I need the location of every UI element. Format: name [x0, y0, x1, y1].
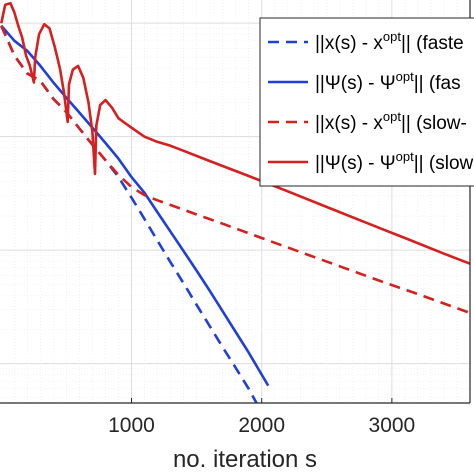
x-tick-label: 1000 — [108, 414, 155, 437]
series-line-2 — [0, 24, 270, 387]
series-line-3 — [0, 25, 471, 315]
x-axis-label: no. iteration s — [173, 446, 317, 473]
x-tick-label: 3000 — [369, 414, 416, 437]
series-line-4 — [0, 1, 471, 265]
legend-entry-label: ||x(s) - xopt|| (slow- — [315, 109, 467, 134]
legend-entry-label: ||Ψ(s) - Ψopt|| (fas — [315, 69, 461, 94]
series-layer — [0, 1, 471, 404]
legend-entry-label: ||Ψ(s) - Ψopt|| (slow — [315, 149, 474, 174]
legend-box — [259, 17, 474, 187]
legend-entry-label: ||x(s) - xopt|| (faste — [315, 29, 464, 54]
x-tick-label: 2000 — [238, 414, 285, 437]
legend: ||x(s) - xopt|| (faste ||Ψ(s) - Ψopt|| (f… — [259, 17, 474, 187]
